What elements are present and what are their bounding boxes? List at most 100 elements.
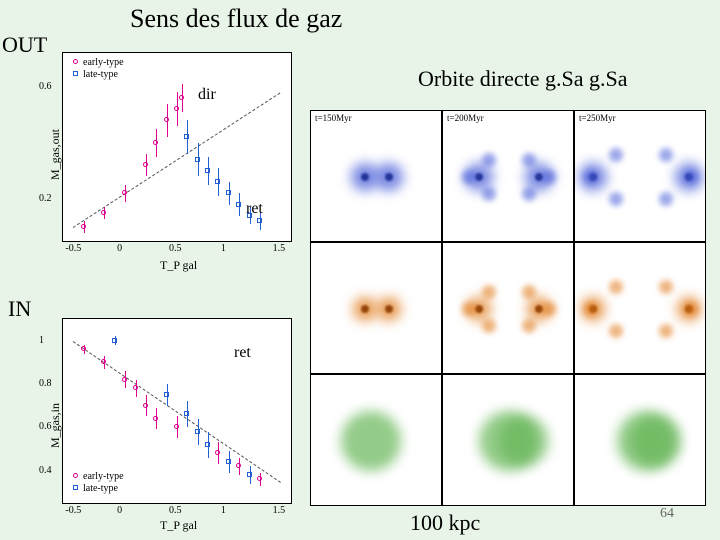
marker-square bbox=[257, 218, 262, 223]
tidal-spray bbox=[462, 302, 476, 316]
marker-circle bbox=[101, 210, 106, 215]
xtick: -0.5 bbox=[65, 243, 81, 254]
legend-label: late-type bbox=[83, 69, 118, 80]
ytick: 1 bbox=[39, 335, 44, 346]
marker-square bbox=[215, 179, 220, 184]
legend-marker bbox=[73, 71, 78, 76]
marker-square bbox=[226, 190, 231, 195]
ytick: 0.2 bbox=[39, 193, 52, 204]
sim-panel bbox=[310, 374, 442, 506]
marker-circle bbox=[122, 377, 127, 382]
galaxy-core bbox=[475, 173, 483, 181]
galaxy-core bbox=[385, 173, 393, 181]
tidal-spray bbox=[522, 285, 536, 299]
time-label: t=150Myr bbox=[315, 113, 352, 123]
marker-circle bbox=[143, 162, 148, 167]
tidal-spray bbox=[684, 302, 698, 316]
marker-square bbox=[184, 134, 189, 139]
marker-square bbox=[112, 338, 117, 343]
marker-circle bbox=[153, 140, 158, 145]
tidal-spray bbox=[659, 148, 673, 162]
xtick: 0.5 bbox=[169, 505, 182, 516]
ytick: 0.6 bbox=[39, 81, 52, 92]
simulation-grid: t=150Myr t=200Myr t=250Myr bbox=[310, 110, 706, 506]
ytick: 0.8 bbox=[39, 378, 52, 389]
tidal-spray bbox=[609, 280, 623, 294]
tidal-spray bbox=[684, 170, 698, 184]
xtick: 1 bbox=[221, 243, 226, 254]
sim-panel bbox=[574, 242, 706, 374]
marker-circle bbox=[179, 95, 184, 100]
halo-blob bbox=[631, 416, 681, 466]
sim-panel bbox=[442, 242, 574, 374]
tidal-spray bbox=[584, 170, 598, 184]
galaxy-core bbox=[361, 173, 369, 181]
page-title: Sens des flux de gaz bbox=[130, 4, 342, 34]
legend-marker bbox=[73, 485, 78, 490]
marker-circle bbox=[133, 385, 138, 390]
time-label: t=250Myr bbox=[579, 113, 616, 123]
tidal-spray bbox=[522, 319, 536, 333]
tidal-spray bbox=[659, 192, 673, 206]
marker-circle bbox=[174, 424, 179, 429]
scatter-in: -0.500.511.50.40.60.81early-typelate-typ… bbox=[62, 318, 292, 504]
tidal-spray bbox=[542, 170, 556, 184]
ytick: 0.4 bbox=[39, 465, 52, 476]
sim-panel: t=250Myr bbox=[574, 110, 706, 242]
tidal-spray bbox=[482, 285, 496, 299]
galaxy-core bbox=[385, 305, 393, 313]
tidal-spray bbox=[522, 153, 536, 167]
marker-square bbox=[184, 411, 189, 416]
tidal-spray bbox=[609, 324, 623, 338]
marker-square bbox=[195, 429, 200, 434]
marker-square bbox=[226, 459, 231, 464]
sim-panel bbox=[574, 374, 706, 506]
label-out: OUT bbox=[2, 32, 47, 58]
sim-panel: t=200Myr bbox=[442, 110, 574, 242]
tidal-spray bbox=[542, 302, 556, 316]
marker-circle bbox=[257, 476, 262, 481]
xlabel-in: T_P gal bbox=[160, 518, 197, 533]
xtick: 1.5 bbox=[273, 505, 286, 516]
marker-square bbox=[195, 157, 200, 162]
legend-label: early-type bbox=[83, 57, 124, 68]
marker-circle bbox=[215, 450, 220, 455]
legend-label: early-type bbox=[83, 471, 124, 482]
sim-panel bbox=[310, 242, 442, 374]
xtick: -0.5 bbox=[65, 505, 81, 516]
marker-square bbox=[164, 392, 169, 397]
sim-panel bbox=[442, 374, 574, 506]
sim-panel: t=150Myr bbox=[310, 110, 442, 242]
ylabel-in: M_gas,in bbox=[48, 403, 63, 448]
marker-square bbox=[205, 168, 210, 173]
marker-circle bbox=[174, 106, 179, 111]
marker-circle bbox=[164, 117, 169, 122]
xlabel-out: T_P gal bbox=[160, 258, 197, 273]
marker-square bbox=[205, 442, 210, 447]
xtick: 1 bbox=[221, 505, 226, 516]
xtick: 0 bbox=[117, 243, 122, 254]
ylabel-out: M_gas,out bbox=[48, 129, 63, 180]
legend-marker bbox=[73, 473, 78, 478]
xtick: 1.5 bbox=[273, 243, 286, 254]
legend-label: late-type bbox=[83, 483, 118, 494]
marker-square bbox=[247, 472, 252, 477]
galaxy-core bbox=[361, 305, 369, 313]
tidal-spray bbox=[482, 319, 496, 333]
halo-blob bbox=[341, 411, 401, 471]
time-label: t=200Myr bbox=[447, 113, 484, 123]
tidal-spray bbox=[609, 148, 623, 162]
tidal-spray bbox=[462, 170, 476, 184]
tidal-spray bbox=[609, 192, 623, 206]
annotation-ret-in: ret bbox=[234, 344, 251, 362]
tidal-spray bbox=[482, 187, 496, 201]
tidal-spray bbox=[482, 153, 496, 167]
tidal-spray bbox=[584, 302, 598, 316]
tidal-spray bbox=[659, 280, 673, 294]
annotation-dir: dir bbox=[198, 86, 216, 104]
xtick: 0 bbox=[117, 505, 122, 516]
tidal-spray bbox=[522, 187, 536, 201]
xtick: 0.5 bbox=[169, 243, 182, 254]
marker-circle bbox=[236, 463, 241, 468]
annotation-ret-out: ret bbox=[246, 200, 263, 218]
